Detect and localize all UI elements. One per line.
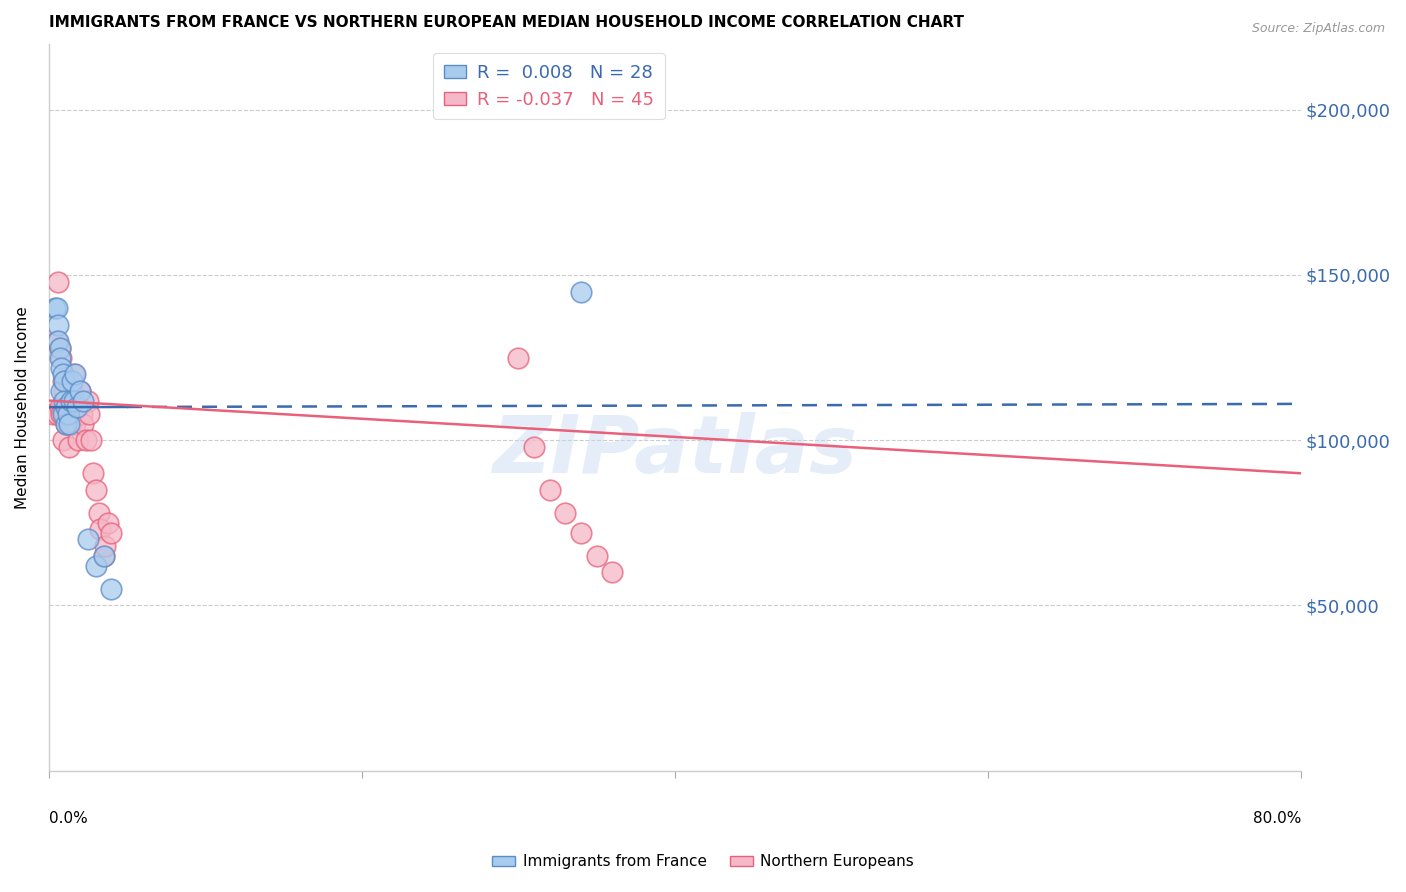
Point xyxy=(45,301,67,315)
Point xyxy=(84,558,107,573)
Legend: R =  0.008   N = 28, R = -0.037   N = 45: R = 0.008 N = 28, R = -0.037 N = 45 xyxy=(433,53,665,120)
Legend: Immigrants from France, Northern Europeans: Immigrants from France, Northern Europea… xyxy=(486,848,920,875)
Point xyxy=(52,407,75,421)
Point xyxy=(48,400,70,414)
Point xyxy=(69,384,91,398)
Point xyxy=(42,407,65,421)
Point xyxy=(59,417,82,431)
Point xyxy=(67,434,90,448)
Point xyxy=(55,417,77,431)
Point xyxy=(72,417,94,431)
Point xyxy=(53,384,76,398)
Point xyxy=(53,374,76,388)
Point xyxy=(52,434,75,448)
Text: IMMIGRANTS FROM FRANCE VS NORTHERN EUROPEAN MEDIAN HOUSEHOLD INCOME CORRELATION : IMMIGRANTS FROM FRANCE VS NORTHERN EUROP… xyxy=(49,15,963,30)
Point xyxy=(51,407,73,421)
Point xyxy=(52,374,75,388)
Point xyxy=(72,393,94,408)
Point xyxy=(51,360,73,375)
Point xyxy=(58,417,80,431)
Point xyxy=(100,525,122,540)
Point xyxy=(65,417,87,431)
Text: Source: ZipAtlas.com: Source: ZipAtlas.com xyxy=(1251,22,1385,36)
Point xyxy=(62,393,84,408)
Point xyxy=(51,384,73,398)
Point xyxy=(58,407,80,421)
Point xyxy=(93,549,115,563)
Point xyxy=(77,393,100,408)
Point xyxy=(53,393,76,408)
Point xyxy=(89,523,111,537)
Point xyxy=(554,506,576,520)
Point xyxy=(65,367,87,381)
Point xyxy=(55,417,77,431)
Point xyxy=(87,506,110,520)
Point xyxy=(66,400,89,414)
Point xyxy=(100,582,122,596)
Point xyxy=(56,374,79,388)
Point xyxy=(82,467,104,481)
Text: 80.0%: 80.0% xyxy=(1253,811,1301,826)
Point xyxy=(66,393,89,408)
Point xyxy=(55,400,77,414)
Point xyxy=(58,440,80,454)
Point xyxy=(51,351,73,365)
Point xyxy=(48,341,70,355)
Point xyxy=(52,367,75,381)
Point xyxy=(59,393,82,408)
Point xyxy=(94,539,117,553)
Point xyxy=(523,440,546,454)
Point xyxy=(53,407,76,421)
Point xyxy=(508,351,530,365)
Point xyxy=(80,434,103,448)
Y-axis label: Median Household Income: Median Household Income xyxy=(15,306,30,508)
Point xyxy=(46,318,69,332)
Point xyxy=(93,549,115,563)
Point xyxy=(77,533,100,547)
Point xyxy=(538,483,561,497)
Point xyxy=(69,384,91,398)
Point xyxy=(75,434,97,448)
Text: ZIPatlas: ZIPatlas xyxy=(492,412,858,490)
Point xyxy=(46,334,69,348)
Point xyxy=(48,341,70,355)
Point xyxy=(569,525,592,540)
Point xyxy=(79,407,101,421)
Point xyxy=(46,275,69,289)
Point xyxy=(56,407,79,421)
Text: 0.0%: 0.0% xyxy=(49,811,87,826)
Point xyxy=(84,483,107,497)
Point xyxy=(44,301,66,315)
Point xyxy=(97,516,120,530)
Point xyxy=(70,407,93,421)
Point xyxy=(600,566,623,580)
Point xyxy=(45,407,67,421)
Point xyxy=(62,367,84,381)
Point xyxy=(60,407,83,421)
Point xyxy=(45,334,67,348)
Point xyxy=(60,384,83,398)
Point xyxy=(48,351,70,365)
Point xyxy=(585,549,607,563)
Point xyxy=(569,285,592,299)
Point xyxy=(60,374,83,388)
